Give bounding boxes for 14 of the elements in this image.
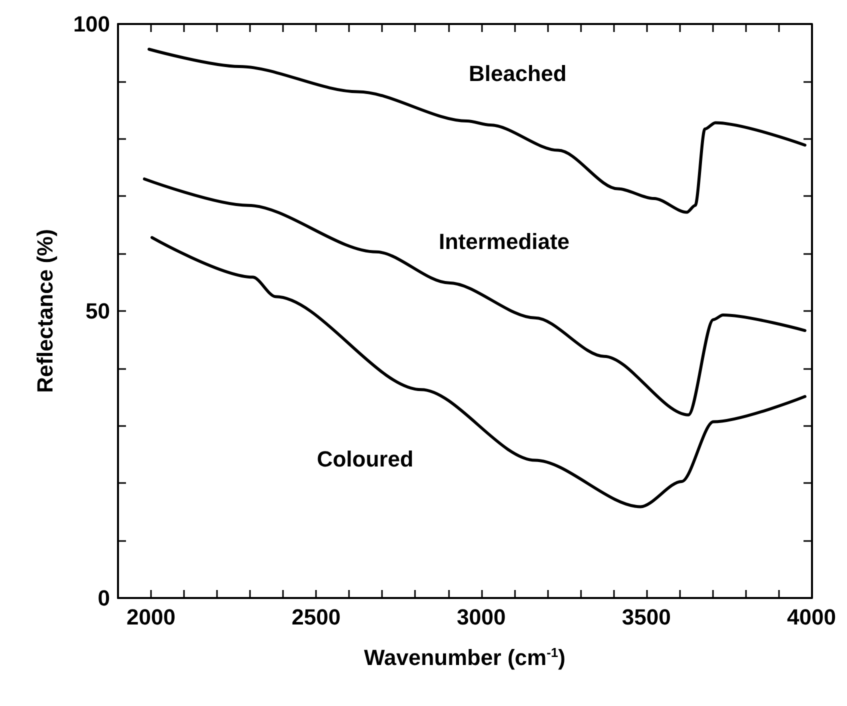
y-tick-label: 0	[98, 586, 110, 610]
x-tick-label: 3500	[622, 604, 671, 630]
series-label: Intermediate	[438, 228, 570, 254]
x-tick-label: 3000	[456, 604, 506, 630]
y-tick-label: 100	[73, 12, 110, 36]
text: Coloured	[316, 446, 414, 472]
x-tick-label: 4000	[787, 604, 836, 630]
x-tick-label: 2500	[292, 604, 341, 630]
line-series	[142, 177, 806, 416]
series-label: Bleached	[468, 61, 567, 86]
line-series	[148, 48, 806, 214]
x-tick-label: 2000	[126, 604, 176, 630]
y-tick-label: 50	[86, 298, 110, 324]
y-axis-title: Reflectance (%)	[32, 229, 58, 393]
